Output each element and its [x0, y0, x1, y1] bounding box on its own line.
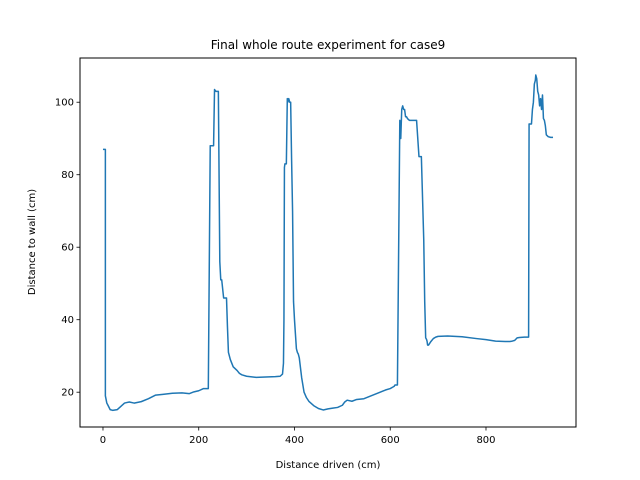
y-tick-label: 100: [55, 98, 74, 109]
x-tick-label: 200: [189, 435, 208, 446]
series-line-0: [102, 74, 554, 412]
y-tick-label: 20: [61, 388, 74, 399]
plot-frame: [79, 57, 577, 428]
y-tick-label: 60: [61, 243, 74, 254]
x-tick-label: 0: [100, 435, 106, 446]
x-tick-label: 800: [476, 435, 495, 446]
x-tick-label: 600: [381, 435, 400, 446]
chart-title: Final whole route experiment for case9: [211, 38, 446, 52]
x-axis-label: Distance driven (cm): [276, 460, 381, 471]
axis-ticks: 0 200 400 600 800 20 40 60 80 100: [55, 98, 496, 446]
y-axis-label: Distance to wall (cm): [27, 189, 38, 295]
plot-area: [102, 74, 554, 412]
x-tick-label: 400: [285, 435, 304, 446]
y-tick-label: 80: [61, 170, 74, 181]
y-tick-label: 40: [61, 315, 74, 326]
